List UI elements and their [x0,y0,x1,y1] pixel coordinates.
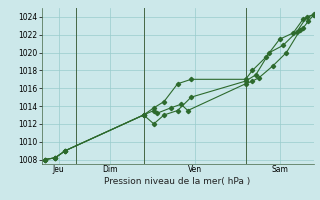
X-axis label: Pression niveau de la mer( hPa ): Pression niveau de la mer( hPa ) [104,177,251,186]
